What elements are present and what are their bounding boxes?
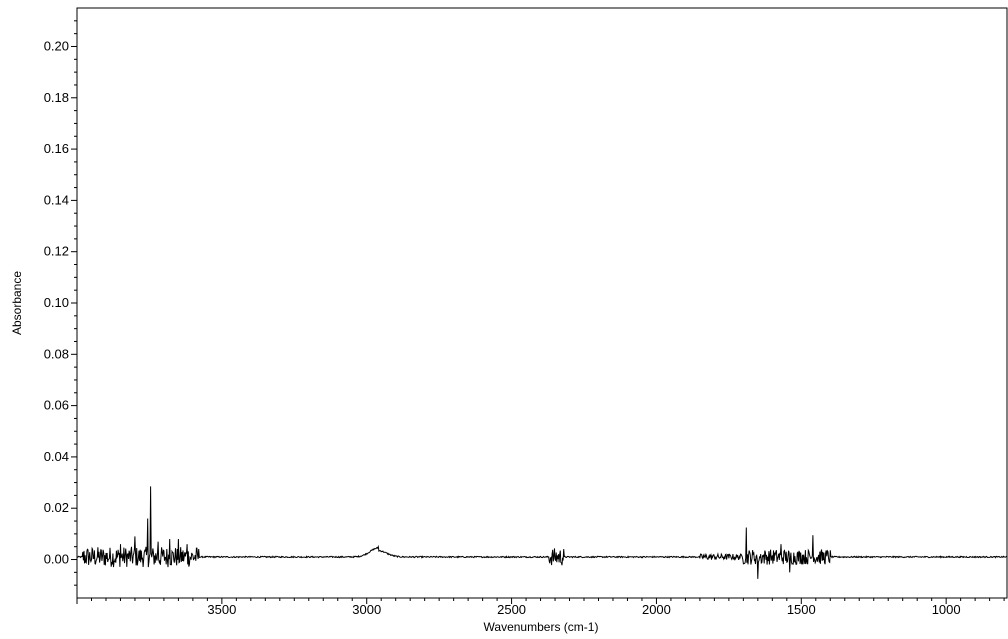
x-tick-label: 1500 [787,602,816,617]
y-tick-label: 0.18 [44,90,69,105]
x-tick-label: 3500 [207,602,236,617]
x-tick-label: 2000 [642,602,671,617]
y-tick-label: 0.06 [44,398,69,413]
y-tick-label: 0.14 [44,192,69,207]
y-tick-label: 0.08 [44,346,69,361]
y-tick-label: 0.10 [44,295,69,310]
y-tick-label: 0.20 [44,38,69,53]
plot-frame [76,7,1008,599]
x-tick-label: 2500 [497,602,526,617]
y-tick-label: 0.16 [44,141,69,156]
y-tick-label: 0.00 [44,552,69,567]
x-axis: 3500 3000 2500 2000 1500 1000 [76,598,1005,617]
series-line [76,486,1008,579]
x-tick-label: 3000 [352,602,381,617]
y-tick-label: 0.02 [44,500,69,515]
y-axis: 0.00 0.02 0.04 0.06 0.08 0.10 0.12 0.14 0.16 0.18… [44,20,77,586]
y-tick-label: 0.04 [44,449,69,464]
y-axis-title: Absorbance [10,271,24,335]
y-tick-label: 0.12 [44,244,69,259]
x-axis-title: Wavenumbers (cm-1) [484,620,599,634]
x-tick-label: 1000 [932,602,961,617]
